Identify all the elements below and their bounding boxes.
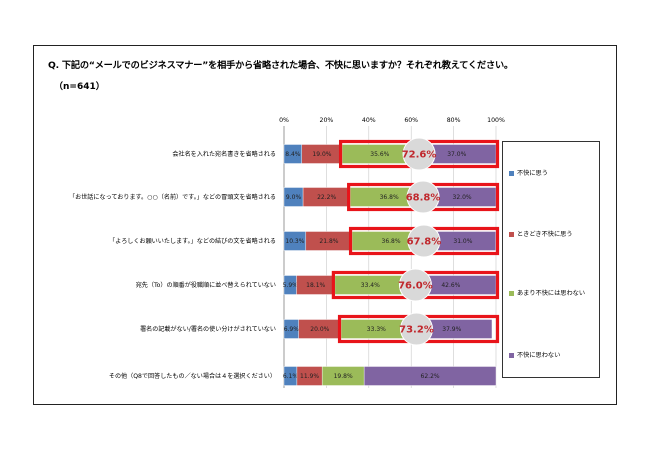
page-frame <box>33 45 617 405</box>
legend-label: 不快に思う <box>517 170 548 177</box>
annotation-circle <box>407 224 441 258</box>
x-tick-label: 40% <box>362 117 376 124</box>
annotation-label: 72.6% <box>402 149 437 160</box>
data-label: 10.3% <box>285 238 304 245</box>
legend-swatch <box>509 352 514 358</box>
data-label: 31.0% <box>453 238 472 245</box>
category-label: 「よろしくお願いいたします。」などの結びの文を省略される <box>109 237 276 245</box>
data-label: 32.0% <box>453 194 472 201</box>
annotation-circle <box>400 312 433 346</box>
legend-label: あまり不快には思わない <box>517 290 586 297</box>
data-label: 6.9% <box>284 326 300 333</box>
bar-segment <box>363 366 497 386</box>
data-label: 22.2% <box>317 194 336 201</box>
x-tick-label: 0% <box>279 117 289 124</box>
annotation-label: 76.0% <box>398 280 433 291</box>
data-label: 21.8% <box>319 238 338 245</box>
sample-size: （n=641） <box>54 82 105 92</box>
data-label: 37.0% <box>447 151 466 158</box>
data-label: 20.0% <box>310 326 329 333</box>
data-label: 18.1% <box>306 282 325 289</box>
legend: 不快に思うときどき不快に思うあまり不快には思わない 不快に思わない <box>502 141 600 378</box>
category-label: 「お世話になっております。○○（名前）です。」などの冒頭文を省略される <box>69 193 276 201</box>
data-label: 19.8% <box>334 373 353 380</box>
question-title: Q. 下記の“メールでのビジネスマナー”を相手から省略された場合、不快に思います… <box>48 60 513 71</box>
data-label: 33.3% <box>367 326 386 333</box>
legend-swatch <box>509 231 514 237</box>
data-label: 35.6% <box>370 151 389 158</box>
data-label: 62.2% <box>421 373 440 380</box>
category-label: 宛先（To）の順番が役職順に並べ替えられていない <box>136 281 276 289</box>
x-tick-label: 100% <box>487 117 505 124</box>
data-label: 36.8% <box>380 194 399 201</box>
annotation-circle <box>398 268 432 302</box>
data-label: 8.4% <box>285 151 301 158</box>
data-label: 11.9% <box>300 373 319 380</box>
data-label: 36.8% <box>382 238 401 245</box>
legend-item: 不快に思う <box>509 168 548 177</box>
category-label: 署名の記載がない/署名の使い分けがされていない <box>140 325 276 333</box>
x-tick-label: 80% <box>447 117 461 124</box>
legend-swatch <box>509 290 514 296</box>
legend-label: ときどき不快に思う <box>517 231 573 238</box>
category-label: 会社名を入れた宛名書きを省略される <box>172 150 276 158</box>
data-label: 33.4% <box>361 282 380 289</box>
data-label: 6.1% <box>283 373 299 380</box>
annotation-label: 67.8% <box>407 236 442 247</box>
category-label: その他（Q8で回答したもの／ない場合は４を選択ください） <box>109 372 276 380</box>
legend-item: 不快に思わない <box>509 350 560 359</box>
legend-item: あまり不快には思わない <box>509 288 585 297</box>
legend-item: ときどき不快に思う <box>509 229 573 238</box>
legend-swatch <box>509 170 514 176</box>
data-label: 9.0% <box>286 194 302 201</box>
legend-label: 不快に思わない <box>517 352 561 359</box>
data-label: 37.9% <box>442 326 461 333</box>
annotation-label: 73.2% <box>399 324 434 335</box>
annotation-circle <box>402 137 436 171</box>
annotation-circle <box>406 180 440 214</box>
x-tick-label: 20% <box>320 117 334 124</box>
data-label: 5.9% <box>283 282 299 289</box>
data-label: 42.6% <box>441 282 460 289</box>
data-label: 19.0% <box>312 151 331 158</box>
annotation-label: 68.8% <box>406 192 441 203</box>
x-tick-label: 60% <box>404 117 418 124</box>
